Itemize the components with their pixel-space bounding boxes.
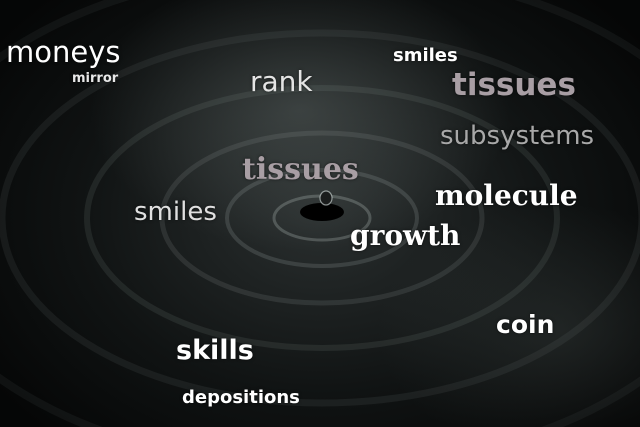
word-molecule: molecule	[435, 179, 578, 212]
word-smiles-top: smiles	[393, 45, 458, 66]
word-tissues-center: tissues	[242, 152, 359, 187]
word-skills: skills	[176, 335, 254, 366]
word-coin: coin	[496, 310, 555, 339]
drop-crater	[300, 203, 344, 221]
water-droplet	[319, 190, 333, 206]
word-depositions: depositions	[182, 387, 300, 408]
word-tissues-right: tissues	[452, 67, 576, 103]
word-rank: rank	[250, 65, 313, 98]
word-subsystems: subsystems	[440, 121, 595, 151]
word-mirror: mirror	[72, 71, 119, 86]
word-growth: growth	[350, 219, 461, 252]
word-smiles-left: smiles	[134, 197, 217, 227]
word-moneys: moneys	[6, 35, 121, 69]
